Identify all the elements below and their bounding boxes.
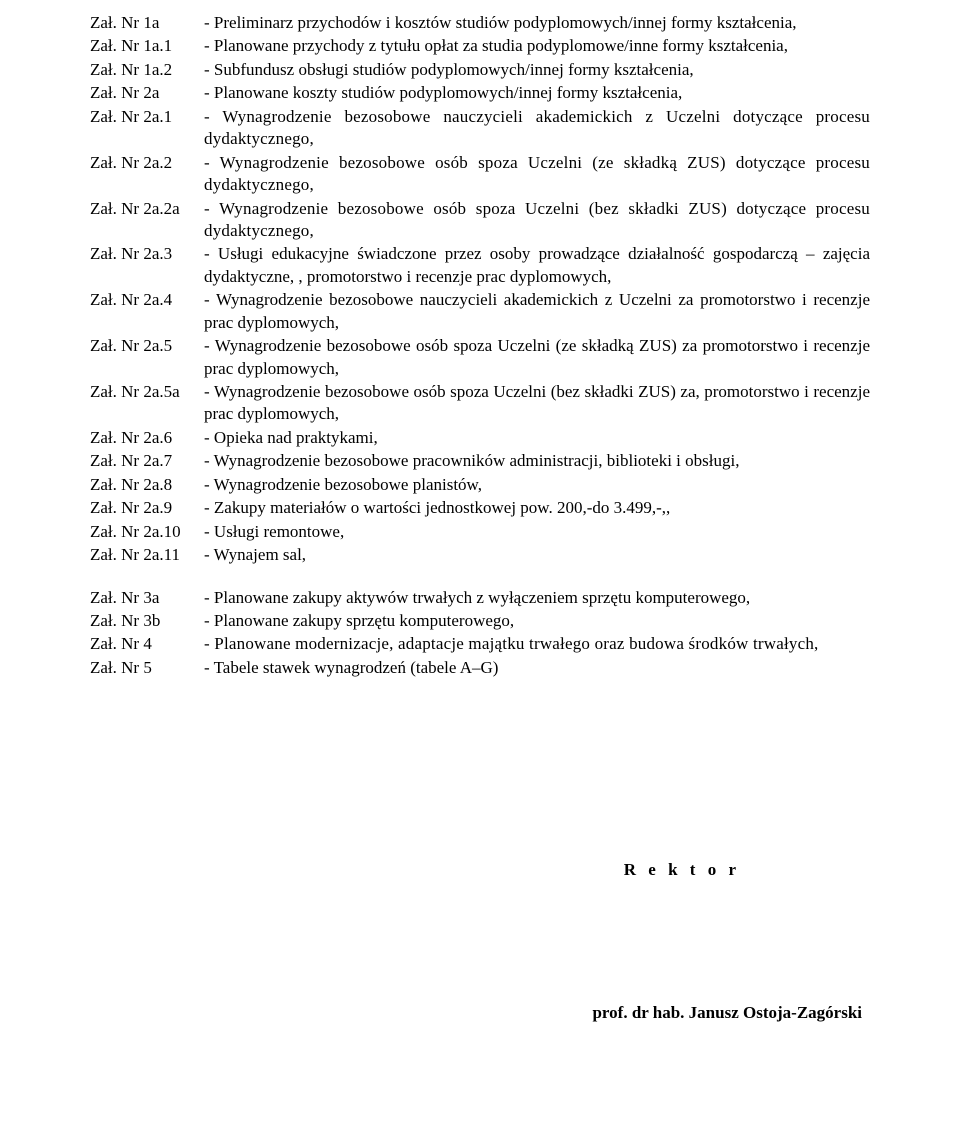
list-item: Zał. Nr 2a.2 - Wynagrodzenie bezosobowe … (90, 152, 870, 197)
item-desc: - Planowane zakupy sprzętu komputerowego… (200, 610, 870, 632)
item-desc: - Wynajem sal, (200, 544, 870, 566)
list-item: Zał. Nr 2a.7 - Wynagrodzenie bezosobowe … (90, 450, 870, 472)
item-desc: - Zakupy materiałów o wartości jednostko… (200, 497, 870, 519)
list-item: Zał. Nr 2a.9 - Zakupy materiałów o warto… (90, 497, 870, 519)
item-desc: - Wynagrodzenie bezosobowe planistów, (200, 474, 870, 496)
item-desc: - Wynagrodzenie bezosobowe osób spoza Uc… (200, 335, 870, 380)
item-desc: - Tabele stawek wynagrodzeń (tabele A–G) (200, 657, 870, 679)
item-label: Zał. Nr 2a.9 (90, 497, 200, 519)
item-desc: - Wynagrodzenie bezosobowe osób spoza Uc… (200, 381, 870, 426)
list-item: Zał. Nr 2a.5a - Wynagrodzenie bezosobowe… (90, 381, 870, 426)
item-label: Zał. Nr 1a.1 (90, 35, 200, 57)
item-label: Zał. Nr 2a.8 (90, 474, 200, 496)
item-desc: - Opieka nad praktykami, (200, 427, 870, 449)
item-label: Zał. Nr 2a (90, 82, 200, 104)
item-label: Zał. Nr 4 (90, 633, 200, 655)
item-label: Zał. Nr 3a (90, 587, 200, 609)
signature-line: prof. dr hab. Janusz Ostoja-Zagórski (90, 1002, 870, 1024)
item-label: Zał. Nr 2a.11 (90, 544, 200, 566)
list-item: Zał. Nr 2a.4 - Wynagrodzenie bezosobowe … (90, 289, 870, 334)
attachment-list-block-2: Zał. Nr 3a - Planowane zakupy aktywów tr… (90, 587, 870, 680)
list-item: Zał. Nr 2a.10 - Usługi remontowe, (90, 521, 870, 543)
item-label: Zał. Nr 1a (90, 12, 200, 34)
list-item: Zał. Nr 2a.5 - Wynagrodzenie bezosobowe … (90, 335, 870, 380)
list-item: Zał. Nr 2a.3 - Usługi edukacyjne świadcz… (90, 243, 870, 288)
item-desc: - Preliminarz przychodów i kosztów studi… (200, 12, 870, 34)
item-desc: - Wynagrodzenie bezosobowe osób spoza Uc… (200, 198, 870, 243)
list-item: Zał. Nr 2a.11 - Wynajem sal, (90, 544, 870, 566)
list-item: Zał. Nr 5 - Tabele stawek wynagrodzeń (t… (90, 657, 870, 679)
item-desc: - Wynagrodzenie bezosobowe pracowników a… (200, 450, 870, 472)
item-desc: - Subfundusz obsługi studiów podyplomowy… (200, 59, 870, 81)
item-label: Zał. Nr 2a.4 (90, 289, 200, 311)
item-label: Zał. Nr 3b (90, 610, 200, 632)
list-item: Zał. Nr 2a.6 - Opieka nad praktykami, (90, 427, 870, 449)
item-label: Zał. Nr 1a.2 (90, 59, 200, 81)
list-item: Zał. Nr 2a.2a - Wynagrodzenie bezosobowe… (90, 198, 870, 243)
list-item: Zał. Nr 1a.1 - Planowane przychody z tyt… (90, 35, 870, 57)
item-desc: - Wynagrodzenie bezosobowe nauczycieli a… (200, 289, 870, 334)
item-desc: - Planowane zakupy aktywów trwałych z wy… (200, 587, 870, 609)
item-label: Zał. Nr 2a.5 (90, 335, 200, 357)
list-item: Zał. Nr 2a.8 - Wynagrodzenie bezosobowe … (90, 474, 870, 496)
rektor-title: R e k t o r (90, 859, 870, 881)
item-label: Zał. Nr 2a.2 (90, 152, 200, 174)
item-desc: - Usługi edukacyjne świadczone przez oso… (200, 243, 870, 288)
item-label: Zał. Nr 2a.5a (90, 381, 200, 403)
item-desc: - Planowane modernizacje, adaptacje mają… (200, 633, 870, 655)
item-desc: - Usługi remontowe, (200, 521, 870, 543)
item-label: Zał. Nr 2a.6 (90, 427, 200, 449)
item-desc: - Planowane koszty studiów podyplomowych… (200, 82, 870, 104)
item-label: Zał. Nr 2a.1 (90, 106, 200, 128)
item-desc: - Planowane przychody z tytułu opłat za … (200, 35, 870, 57)
item-desc: - Wynagrodzenie bezosobowe osób spoza Uc… (200, 152, 870, 197)
list-item: Zał. Nr 3b - Planowane zakupy sprzętu ko… (90, 610, 870, 632)
item-label: Zał. Nr 2a.3 (90, 243, 200, 265)
list-item: Zał. Nr 2a.1 - Wynagrodzenie bezosobowe … (90, 106, 870, 151)
item-label: Zał. Nr 5 (90, 657, 200, 679)
list-item: Zał. Nr 1a.2 - Subfundusz obsługi studió… (90, 59, 870, 81)
list-item: Zał. Nr 1a - Preliminarz przychodów i ko… (90, 12, 870, 34)
list-item: Zał. Nr 4 - Planowane modernizacje, adap… (90, 633, 870, 655)
item-desc: - Wynagrodzenie bezosobowe nauczycieli a… (200, 106, 870, 151)
list-item: Zał. Nr 2a - Planowane koszty studiów po… (90, 82, 870, 104)
list-item: Zał. Nr 3a - Planowane zakupy aktywów tr… (90, 587, 870, 609)
item-label: Zał. Nr 2a.7 (90, 450, 200, 472)
item-label: Zał. Nr 2a.10 (90, 521, 200, 543)
item-label: Zał. Nr 2a.2a (90, 198, 200, 220)
attachment-list-block-1: Zał. Nr 1a - Preliminarz przychodów i ko… (90, 12, 870, 567)
